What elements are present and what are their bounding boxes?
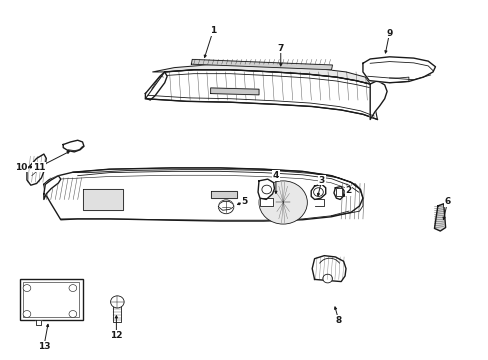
Circle shape: [262, 185, 271, 194]
Circle shape: [218, 200, 233, 214]
Text: 10: 10: [15, 162, 27, 171]
Text: 12: 12: [110, 331, 122, 340]
Polygon shape: [145, 72, 167, 100]
Text: 2: 2: [345, 186, 351, 195]
Text: 8: 8: [335, 316, 341, 325]
Polygon shape: [210, 191, 237, 198]
Bar: [20, 279, 82, 320]
Polygon shape: [44, 168, 362, 221]
Polygon shape: [191, 59, 332, 70]
Polygon shape: [44, 176, 61, 199]
Polygon shape: [152, 64, 369, 84]
Circle shape: [23, 311, 31, 318]
Text: 13: 13: [38, 342, 50, 351]
Text: 1: 1: [209, 26, 216, 35]
Polygon shape: [362, 57, 435, 83]
Text: 11: 11: [33, 162, 45, 171]
Polygon shape: [260, 198, 272, 206]
Text: 4: 4: [272, 171, 279, 180]
Polygon shape: [314, 199, 324, 206]
Polygon shape: [218, 202, 233, 210]
Polygon shape: [113, 305, 121, 322]
Circle shape: [110, 296, 124, 308]
Polygon shape: [258, 179, 274, 199]
Bar: [336, 188, 342, 196]
Polygon shape: [36, 320, 41, 325]
Polygon shape: [210, 88, 259, 95]
Polygon shape: [311, 256, 346, 282]
Polygon shape: [82, 189, 122, 210]
Text: 7: 7: [277, 44, 284, 53]
Polygon shape: [27, 154, 46, 185]
Bar: [23, 283, 79, 318]
Text: 9: 9: [386, 28, 392, 37]
Text: 5: 5: [241, 197, 247, 206]
Circle shape: [69, 311, 77, 318]
Polygon shape: [310, 184, 325, 199]
Circle shape: [322, 274, 332, 283]
Circle shape: [23, 285, 31, 292]
Polygon shape: [145, 70, 377, 120]
Polygon shape: [63, 140, 84, 152]
Polygon shape: [369, 81, 386, 120]
Circle shape: [259, 181, 307, 224]
Circle shape: [313, 188, 323, 197]
Polygon shape: [434, 204, 445, 231]
Circle shape: [69, 285, 77, 292]
Text: 3: 3: [318, 176, 325, 185]
Polygon shape: [333, 186, 344, 199]
Text: 6: 6: [444, 197, 450, 206]
Polygon shape: [73, 168, 360, 189]
